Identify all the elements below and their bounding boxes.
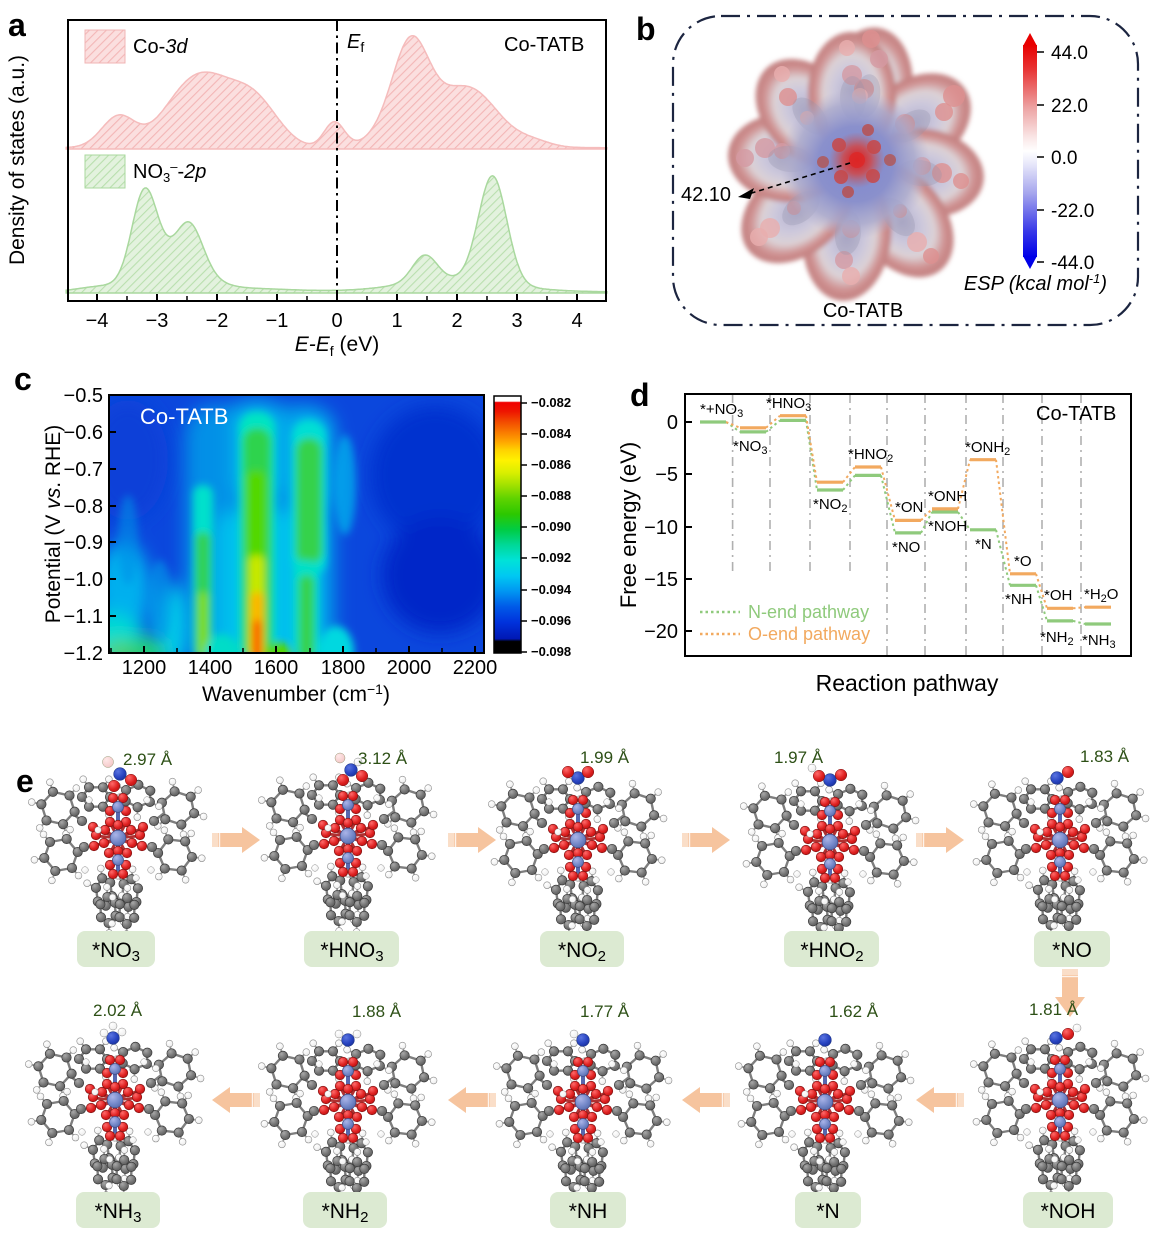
svg-text:*NH3: *NH3 <box>1082 632 1116 651</box>
svg-text:−1.2: −1.2 <box>64 643 103 665</box>
svg-text:1.99 Å: 1.99 Å <box>580 748 630 767</box>
svg-text:Co-TATB: Co-TATB <box>823 300 903 322</box>
svg-text:1: 1 <box>391 310 402 332</box>
svg-text:−1.0: −1.0 <box>64 569 103 591</box>
svg-text:*NOH: *NOH <box>1041 1200 1096 1223</box>
svg-text:3: 3 <box>511 310 522 332</box>
svg-text:2200: 2200 <box>453 657 498 679</box>
svg-text:*HNO2: *HNO2 <box>800 939 863 965</box>
svg-text:Ef: Ef <box>347 31 364 55</box>
svg-text:Potential (V vs. RHE): Potential (V vs. RHE) <box>42 425 65 623</box>
svg-text:*O: *O <box>1014 553 1032 570</box>
svg-text:a: a <box>8 7 26 43</box>
svg-text:d: d <box>630 377 650 413</box>
svg-text:*NH3: *NH3 <box>95 1200 142 1226</box>
svg-text:−2: −2 <box>206 310 229 332</box>
svg-text:Wavenumber (cm−1): Wavenumber (cm−1) <box>202 681 390 706</box>
svg-text:−1: −1 <box>266 310 289 332</box>
svg-text:*ONH2: *ONH2 <box>965 439 1010 458</box>
svg-text:−5: −5 <box>655 464 678 486</box>
svg-text:-22.0: -22.0 <box>1051 201 1094 222</box>
svg-text:*NO2: *NO2 <box>813 496 847 515</box>
svg-text:Co-3d: Co-3d <box>133 36 188 58</box>
svg-text:e: e <box>16 763 34 799</box>
svg-text:3.12 Å: 3.12 Å <box>358 749 408 768</box>
svg-text:Density of states (a.u.): Density of states (a.u.) <box>6 55 29 265</box>
svg-text:-44.0: -44.0 <box>1051 253 1094 274</box>
svg-text:1.88 Å: 1.88 Å <box>352 1002 402 1021</box>
svg-text:*ON: *ON <box>895 499 923 516</box>
svg-text:2: 2 <box>451 310 462 332</box>
svg-text:0.0: 0.0 <box>1051 148 1077 169</box>
svg-text:0: 0 <box>667 412 678 434</box>
svg-text:*+NO3: *+NO3 <box>700 401 743 420</box>
svg-text:*N: *N <box>816 1200 839 1223</box>
svg-text:*NH: *NH <box>569 1200 608 1223</box>
svg-text:44.0: 44.0 <box>1051 43 1088 64</box>
svg-text:*NO3: *NO3 <box>733 438 767 457</box>
svg-text:1200: 1200 <box>122 657 167 679</box>
svg-text:*NH2: *NH2 <box>1040 629 1074 648</box>
svg-text:1400: 1400 <box>188 657 233 679</box>
svg-text:−20: −20 <box>644 621 678 643</box>
svg-text:*ONH: *ONH <box>928 488 967 505</box>
svg-text:−0.086: −0.086 <box>531 457 571 472</box>
svg-text:2.02 Å: 2.02 Å <box>93 1001 143 1020</box>
svg-text:−0.8: −0.8 <box>64 496 103 518</box>
svg-text:−0.082: −0.082 <box>531 395 571 410</box>
svg-text:0: 0 <box>331 310 342 332</box>
svg-text:ESP (kcal mol-1): ESP (kcal mol-1) <box>964 271 1107 295</box>
svg-text:*NO: *NO <box>892 539 920 556</box>
svg-text:c: c <box>14 361 32 397</box>
svg-text:*NOH: *NOH <box>928 518 967 535</box>
svg-text:−0.094: −0.094 <box>531 582 572 597</box>
svg-text:1.81 Å: 1.81 Å <box>1029 1000 1079 1019</box>
svg-text:−0.9: −0.9 <box>64 532 103 554</box>
svg-text:Co-TATB: Co-TATB <box>1036 403 1116 425</box>
svg-text:1.62 Å: 1.62 Å <box>829 1002 879 1021</box>
svg-text:*HNO3: *HNO3 <box>320 939 383 965</box>
svg-text:−0.098: −0.098 <box>531 644 571 659</box>
svg-text:*H2O: *H2O <box>1084 586 1118 605</box>
svg-text:1.97 Å: 1.97 Å <box>774 748 824 767</box>
svg-text:1800: 1800 <box>321 657 366 679</box>
svg-text:−0.7: −0.7 <box>64 459 103 481</box>
svg-text:*HNO2: *HNO2 <box>848 446 893 465</box>
svg-text:1.83 Å: 1.83 Å <box>1080 747 1130 766</box>
svg-text:O-end pathway: O-end pathway <box>748 624 870 644</box>
svg-text:*NH: *NH <box>1005 591 1033 608</box>
svg-text:42.10: 42.10 <box>681 184 731 206</box>
svg-text:b: b <box>636 11 656 47</box>
svg-text:−15: −15 <box>644 569 678 591</box>
svg-text:1600: 1600 <box>254 657 299 679</box>
svg-text:−0.5: −0.5 <box>64 385 103 407</box>
svg-text:NO3–-2p: NO3–-2p <box>133 159 206 185</box>
svg-text:2.97 Å: 2.97 Å <box>123 750 173 769</box>
svg-text:−0.088: −0.088 <box>531 488 571 503</box>
svg-text:−0.096: −0.096 <box>531 613 571 628</box>
svg-text:−0.092: −0.092 <box>531 550 571 565</box>
svg-text:−10: −10 <box>644 517 678 539</box>
svg-text:−1.1: −1.1 <box>64 606 103 628</box>
svg-text:Co-TATB: Co-TATB <box>140 404 228 429</box>
svg-text:*NO: *NO <box>1052 939 1092 962</box>
svg-text:4: 4 <box>571 310 582 332</box>
svg-text:22.0: 22.0 <box>1051 96 1088 117</box>
svg-text:*HNO3: *HNO3 <box>766 395 811 414</box>
svg-text:−0.090: −0.090 <box>531 519 571 534</box>
svg-text:E-Ef (eV): E-Ef (eV) <box>295 333 379 359</box>
svg-text:Free energy (eV): Free energy (eV) <box>620 442 641 608</box>
svg-text:1.77 Å: 1.77 Å <box>580 1002 630 1021</box>
svg-text:−3: −3 <box>146 310 169 332</box>
svg-text:−4: −4 <box>86 310 109 332</box>
svg-text:Reaction pathway: Reaction pathway <box>816 670 999 696</box>
svg-text:−0.6: −0.6 <box>64 422 103 444</box>
svg-text:−0.084: −0.084 <box>531 426 572 441</box>
svg-text:N-end pathway: N-end pathway <box>748 602 869 622</box>
svg-text:*N: *N <box>975 536 992 553</box>
svg-text:*OH: *OH <box>1044 587 1072 604</box>
svg-text:Co-TATB: Co-TATB <box>504 34 584 56</box>
svg-text:2000: 2000 <box>387 657 432 679</box>
